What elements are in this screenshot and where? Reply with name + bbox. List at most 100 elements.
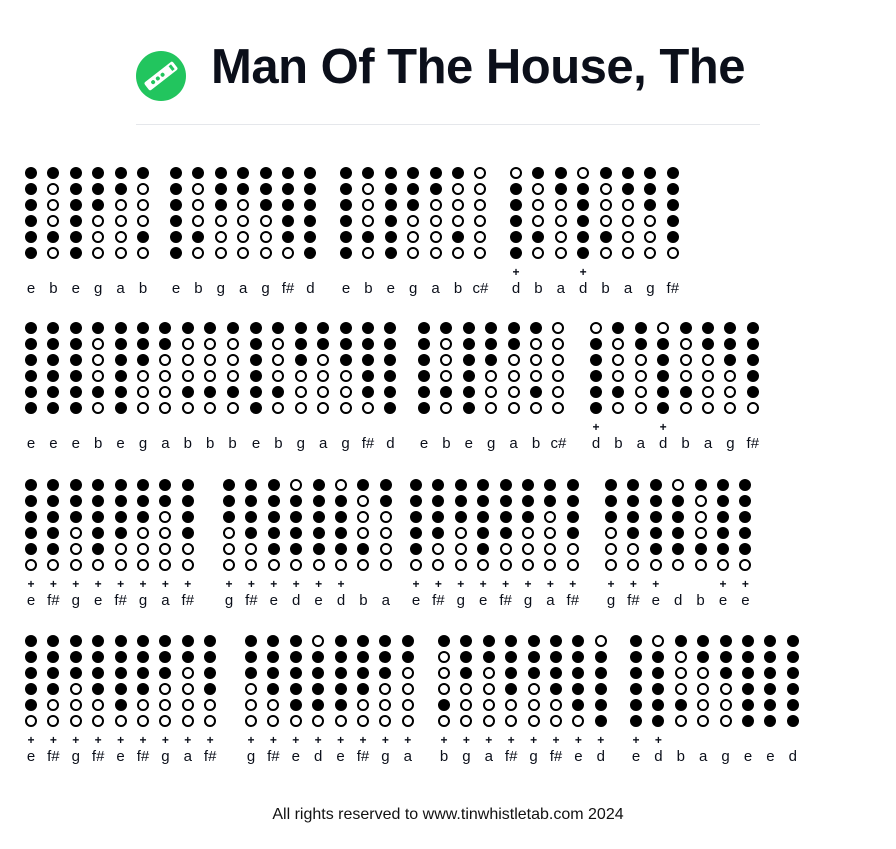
open-hole-icon [137, 386, 149, 398]
note-label: e [464, 435, 473, 452]
closed-hole-icon [599, 231, 612, 243]
closed-hole-icon [170, 199, 182, 211]
closed-hole-icon [25, 699, 37, 711]
open-hole-icon [440, 354, 453, 366]
open-hole-icon [724, 386, 737, 398]
closed-hole-icon [652, 699, 665, 711]
closed-hole-icon [312, 511, 325, 523]
closed-hole-icon [630, 635, 642, 647]
closed-hole-icon [357, 635, 369, 647]
octave-marker: + [479, 577, 487, 591]
open-hole-icon [335, 479, 347, 491]
closed-hole-icon [594, 667, 607, 679]
open-hole-icon [432, 559, 445, 571]
note-label: a [116, 280, 125, 297]
closed-hole-icon [114, 651, 127, 663]
open-hole-icon [644, 215, 657, 227]
closed-hole-icon [590, 338, 602, 350]
open-hole-icon [739, 559, 752, 571]
closed-hole-icon [719, 635, 732, 647]
page-header: Man Of The House, The [0, 0, 896, 130]
closed-hole-icon [290, 495, 303, 507]
open-hole-icon [181, 370, 194, 382]
open-hole-icon [214, 247, 227, 259]
note-label: f# [361, 435, 375, 452]
open-hole-icon [407, 247, 420, 259]
octave-marker: + [434, 577, 442, 591]
closed-hole-icon [510, 183, 522, 195]
open-hole-icon [554, 199, 567, 211]
open-hole-icon [137, 183, 149, 195]
closed-hole-icon [69, 338, 82, 350]
octave-marker: + [404, 733, 412, 747]
octave-marker: + [507, 733, 515, 747]
open-hole-icon [460, 715, 473, 727]
closed-hole-icon [742, 683, 754, 695]
open-hole-icon [92, 231, 105, 243]
note-label: d [674, 592, 683, 609]
open-hole-icon [379, 511, 392, 523]
closed-hole-icon [92, 479, 105, 491]
closed-hole-icon [362, 354, 374, 366]
note-label: d [654, 748, 663, 765]
closed-hole-icon [204, 322, 217, 334]
open-hole-icon [137, 199, 149, 211]
closed-hole-icon [672, 527, 685, 539]
open-hole-icon [566, 559, 579, 571]
closed-hole-icon [674, 699, 687, 711]
closed-hole-icon [47, 386, 60, 398]
open-hole-icon [137, 543, 149, 555]
closed-hole-icon [250, 386, 262, 398]
open-hole-icon [577, 167, 590, 179]
open-hole-icon [379, 527, 392, 539]
closed-hole-icon [452, 167, 464, 179]
closed-hole-icon [25, 183, 37, 195]
closed-hole-icon [250, 322, 262, 334]
closed-hole-icon [505, 651, 518, 663]
open-hole-icon [137, 402, 149, 414]
closed-hole-icon [657, 402, 670, 414]
note-label: f# [114, 592, 127, 609]
closed-hole-icon [649, 479, 662, 491]
open-hole-icon [204, 354, 217, 366]
note-label: a [183, 748, 192, 765]
open-hole-icon [605, 527, 617, 539]
closed-hole-icon [282, 231, 294, 243]
closed-hole-icon [47, 479, 60, 491]
closed-hole-icon [69, 183, 82, 195]
open-hole-icon [485, 386, 498, 398]
open-hole-icon [649, 559, 662, 571]
note-label: b [453, 280, 463, 297]
note-label: e [479, 592, 488, 609]
closed-hole-icon [746, 322, 759, 334]
closed-hole-icon [527, 667, 540, 679]
closed-hole-icon [622, 183, 634, 195]
closed-hole-icon [482, 651, 495, 663]
open-hole-icon [137, 215, 149, 227]
open-hole-icon [719, 715, 732, 727]
closed-hole-icon [92, 527, 105, 539]
open-hole-icon [694, 559, 707, 571]
closed-hole-icon [724, 354, 737, 366]
closed-hole-icon [742, 667, 754, 679]
closed-hole-icon [627, 511, 640, 523]
closed-hole-icon [384, 167, 397, 179]
open-hole-icon [485, 402, 498, 414]
open-hole-icon [530, 354, 542, 366]
open-hole-icon [697, 683, 710, 695]
closed-hole-icon [485, 338, 498, 350]
closed-hole-icon [334, 635, 347, 647]
closed-hole-icon [572, 651, 585, 663]
open-hole-icon [627, 543, 640, 555]
open-hole-icon [379, 715, 392, 727]
closed-hole-icon [644, 199, 657, 211]
open-hole-icon [114, 215, 127, 227]
open-hole-icon [312, 635, 325, 647]
open-hole-icon [282, 247, 294, 259]
open-hole-icon [474, 247, 487, 259]
closed-hole-icon [114, 370, 127, 382]
open-hole-icon [599, 247, 612, 259]
open-hole-icon [362, 247, 375, 259]
closed-hole-icon [362, 370, 374, 382]
open-hole-icon [181, 543, 194, 555]
